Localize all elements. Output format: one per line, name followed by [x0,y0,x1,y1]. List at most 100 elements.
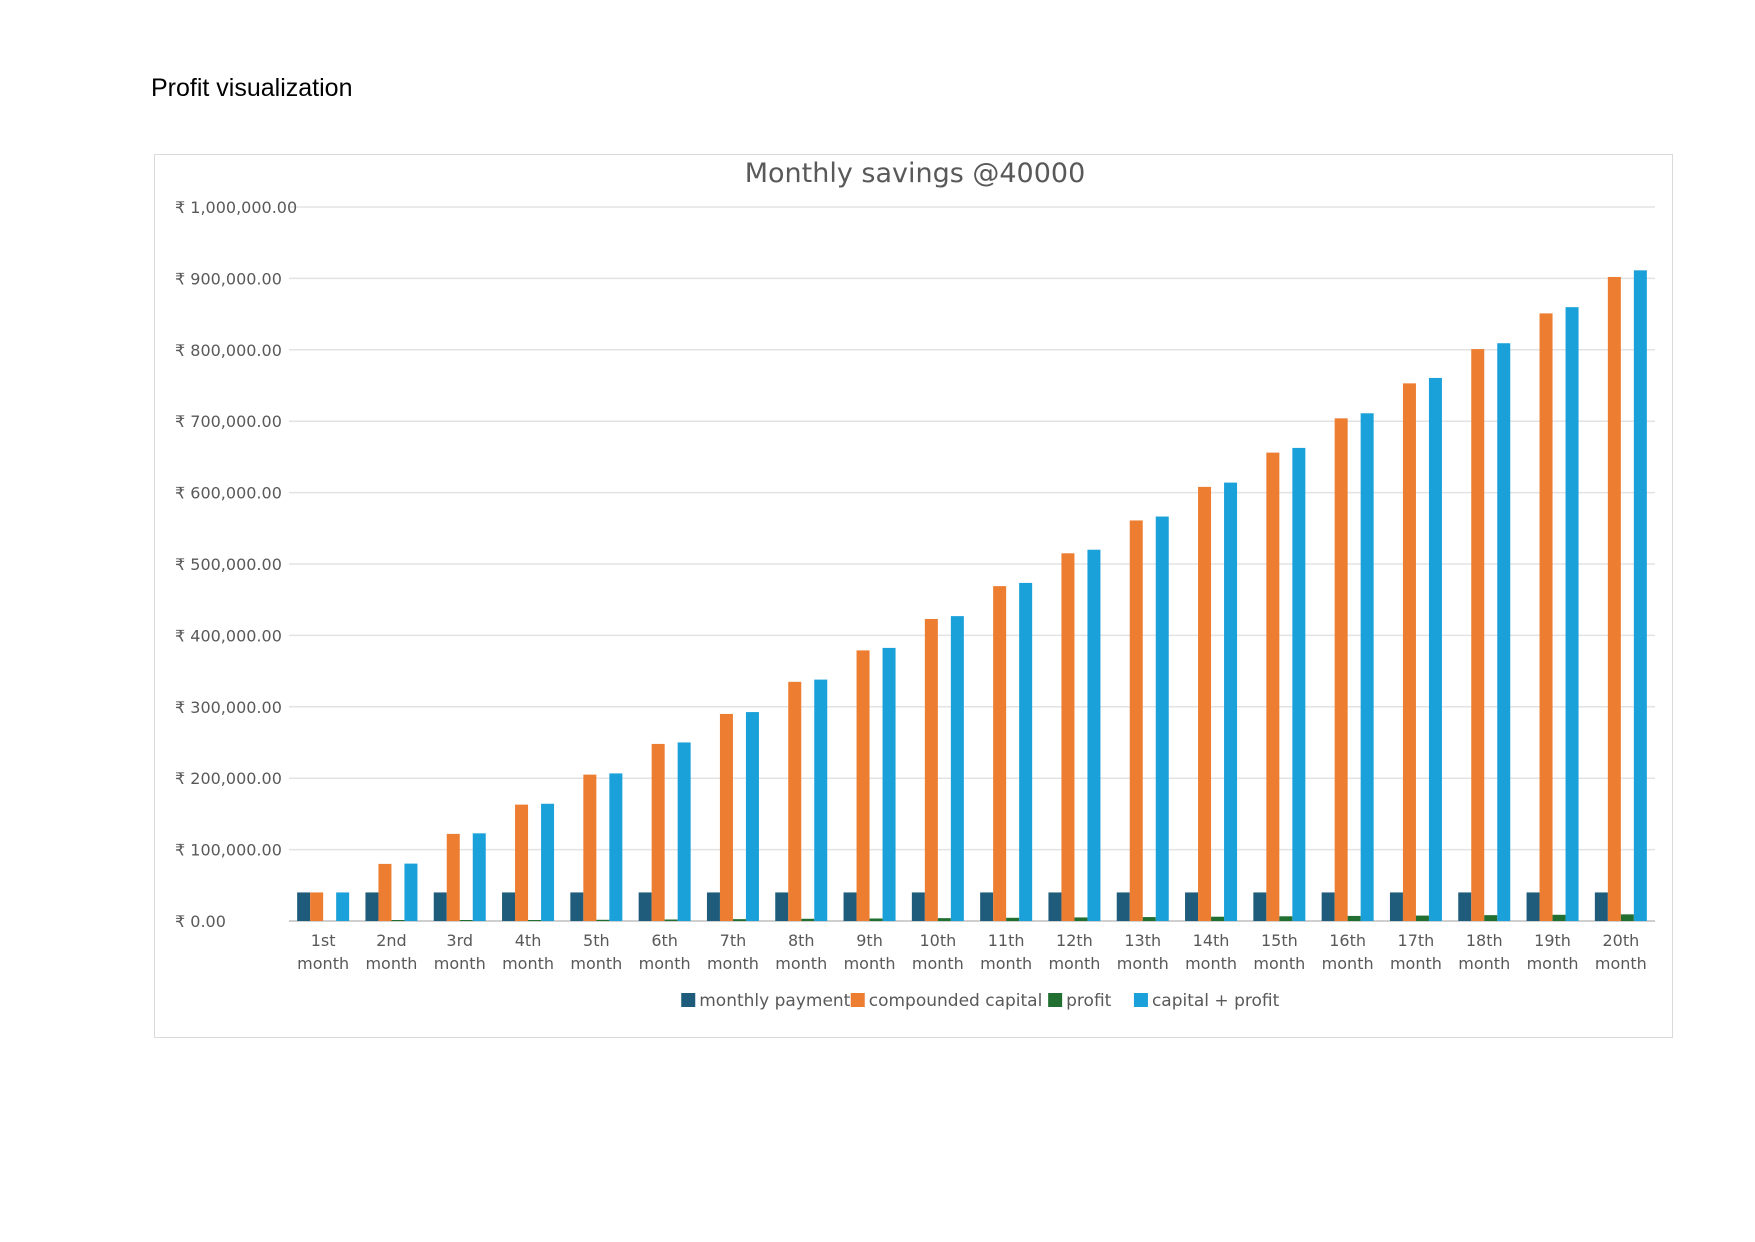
x-tick-label: month [297,954,349,973]
bar-profit [1552,914,1566,921]
bar-monthly-payment [1321,892,1335,921]
bar-profit [459,920,473,921]
x-tick-label: 15th [1261,931,1298,950]
bar-compounded-capital [651,743,665,921]
bar-compounded-capital [515,804,529,921]
bar-profit [732,919,746,921]
y-tick-label: ₹ 200,000.00 [175,769,282,788]
x-tick-label: month [1048,954,1100,973]
x-tick-label: month [912,954,964,973]
bar-capital-profit [745,712,759,921]
legend: monthly payment compounded capital profit c… [681,991,1280,1011]
x-tick-label: month [365,954,417,973]
bar-capital-profit [1155,516,1169,921]
bar-profit [664,919,678,921]
bar-capital-profit [1497,343,1511,921]
x-tick-label: 9th [856,931,883,950]
bar-profit [869,918,883,921]
chart-title: Monthly savings @40000 [745,158,1086,189]
chart-svg: Monthly savings @40000 ₹ 0.00 ₹ 100,000.0… [175,158,1655,1011]
bar-compounded-capital [856,650,870,921]
bar-capital-profit [882,647,896,921]
x-tick-label: month [639,954,691,973]
x-tick-label: 20th [1602,931,1639,950]
x-axis-ticks: 1st month 2nd month 3rd month 4th month 5th month… [297,931,1647,973]
bar-capital-profit [1292,447,1306,921]
x-tick-label: month [434,954,486,973]
x-tick-label: 18th [1466,931,1503,950]
bar-monthly-payment [365,892,379,921]
bar-monthly-payment [1594,892,1608,921]
y-tick-label: ₹ 300,000.00 [175,698,282,717]
bar-capital-profit [1360,413,1374,921]
bar-profit [1074,917,1088,921]
x-tick-label: month [707,954,759,973]
y-tick-label: ₹ 100,000.00 [175,841,282,860]
x-tick-label: 10th [919,931,956,950]
chart-container: Monthly savings @40000 ₹ 0.00 ₹ 100,000.0… [154,154,1673,1038]
bar-capital-profit [541,803,555,921]
bar-monthly-payment [433,892,447,921]
x-tick-label: month [1185,954,1237,973]
legend-label: profit [1066,991,1112,1011]
legend-swatch [1048,993,1063,1007]
x-tick-label: 8th [788,931,815,950]
x-tick-label: 17th [1398,931,1435,950]
bar-profit [1142,917,1156,921]
y-tick-label: ₹ 900,000.00 [175,269,282,288]
bar-monthly-payment [1389,892,1403,921]
bar-compounded-capital [1334,418,1348,921]
bar-monthly-payment [911,892,925,921]
bar-monthly-payment [1526,892,1540,921]
bar-compounded-capital [1266,452,1280,921]
bar-monthly-payment [1458,892,1472,921]
bar-capital-profit [336,892,350,921]
bar-compounded-capital [719,713,733,921]
x-tick-label: 7th [720,931,747,950]
bar-monthly-payment [1253,892,1267,921]
x-tick-label: month [844,954,896,973]
bar-profit [1484,915,1498,921]
x-tick-label: 6th [651,931,678,950]
bar-capital-profit [472,833,486,921]
bar-compounded-capital [1471,349,1485,921]
y-tick-label: ₹ 500,000.00 [175,555,282,574]
bar-compounded-capital [446,833,460,921]
y-tick-label: ₹ 0.00 [175,912,226,931]
x-tick-label: 1st [311,931,336,950]
x-tick-label: 3rd [446,931,473,950]
legend-label: monthly payment [699,991,850,1011]
x-tick-label: month [1322,954,1374,973]
bar-monthly-payment [297,892,311,921]
bar-compounded-capital [310,892,324,921]
x-tick-label: 14th [1193,931,1230,950]
bar-compounded-capital [924,618,938,921]
bar-monthly-payment [706,892,720,921]
x-tick-label: 12th [1056,931,1093,950]
bars [297,270,1647,921]
gridlines [289,206,1655,922]
legend-label: compounded capital [869,991,1043,1011]
x-tick-label: month [1595,954,1647,973]
legend-label: capital + profit [1152,991,1280,1011]
bar-monthly-payment [1116,892,1130,921]
bar-capital-profit [1633,270,1647,921]
x-tick-label: 4th [515,931,542,950]
bar-monthly-payment [638,892,652,921]
bar-capital-profit [677,742,691,921]
bar-compounded-capital [1607,276,1621,921]
bar-compounded-capital [788,681,802,921]
y-tick-label: ₹ 1,000,000.00 [175,198,297,217]
y-tick-label: ₹ 800,000.00 [175,341,282,360]
legend-swatch [1133,993,1148,1007]
bar-profit [1620,914,1634,921]
bar-profit [391,920,405,921]
x-tick-label: 13th [1124,931,1161,950]
x-tick-label: month [1527,954,1579,973]
bar-monthly-payment [1048,892,1062,921]
bar-compounded-capital [993,586,1007,921]
x-tick-label: 19th [1534,931,1571,950]
bar-capital-profit [609,773,623,921]
bar-profit [1415,915,1429,921]
bar-compounded-capital [1061,553,1075,921]
